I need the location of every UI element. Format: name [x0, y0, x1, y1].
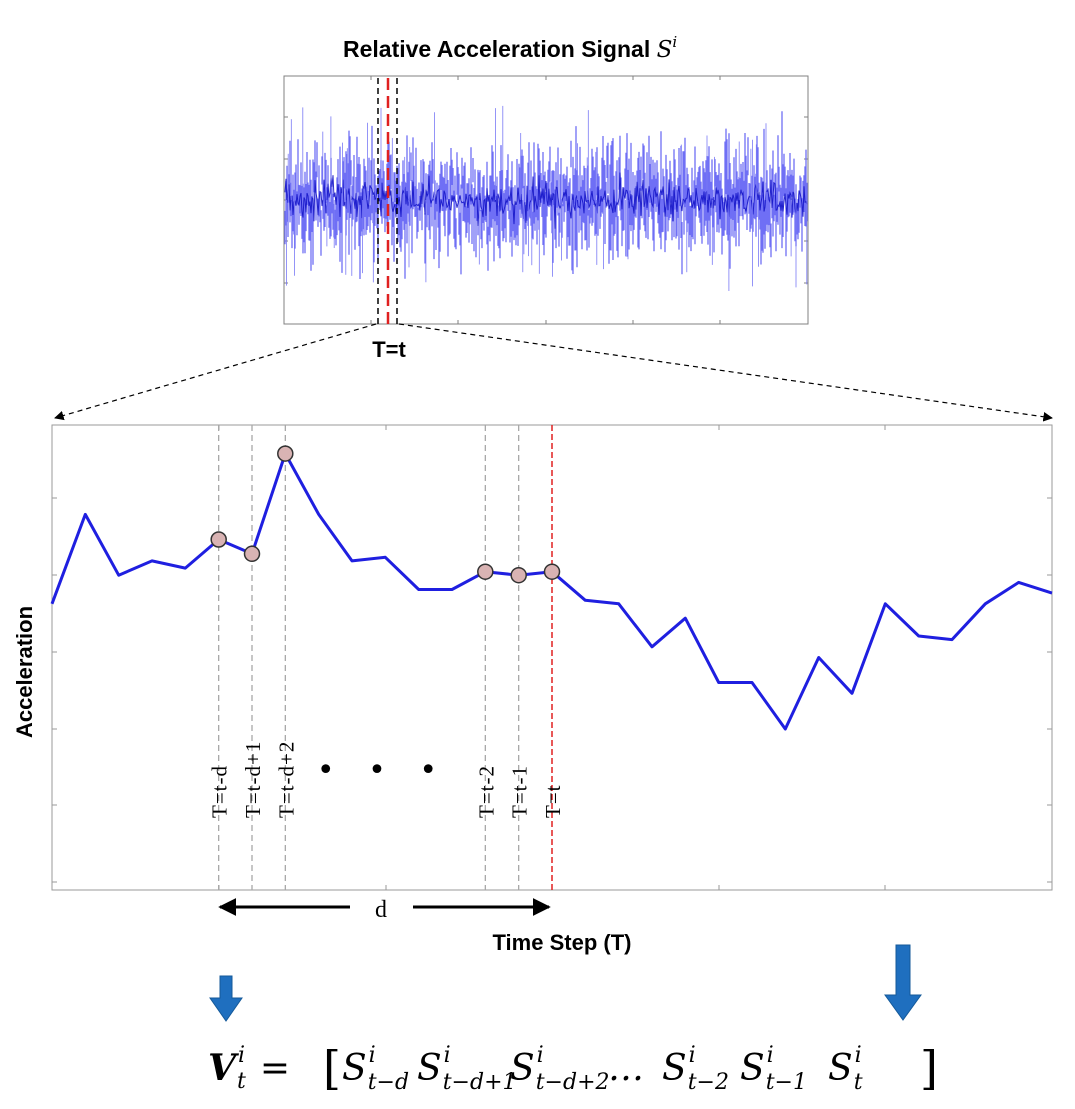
- noise-core: [284, 172, 808, 229]
- step-label-0: T=t-d: [208, 765, 232, 818]
- down-arrow-right: [884, 944, 922, 1021]
- formula-lhs: Vi t =: [208, 1043, 290, 1094]
- sample-marker-2: [277, 445, 294, 462]
- sample-marker-4: [510, 566, 527, 584]
- step-label-2: T=t-d+2: [274, 741, 298, 818]
- y-axis-label: Acceleration: [12, 606, 37, 738]
- formula-open-bracket: [: [323, 1041, 341, 1095]
- sample-marker-0: [210, 531, 227, 548]
- step-label-1: T=t-d+1: [241, 741, 265, 818]
- top-title: Relative Acceleration Signal Si: [343, 33, 677, 63]
- step-labels: T=t-d T=t-d+1 T=t-d+2 T=t-2 T=t-1 T=t: [208, 741, 565, 818]
- sample-markers: [210, 445, 561, 584]
- noise-signal: [284, 105, 808, 291]
- formula-term-6: Si t: [828, 1043, 863, 1095]
- sample-marker-5: [543, 563, 561, 580]
- step-label-4: T=t-1: [508, 765, 532, 818]
- formula-terms: Si t−d Si t−d+1Si t−d+2… Si t−2 Si t−1 Si t: [342, 1043, 863, 1095]
- sample-marker-3: [477, 563, 494, 580]
- window-length-label: d: [375, 897, 387, 923]
- step-label-5: T=t: [541, 784, 565, 818]
- formula: Vi t = [ Si t−d Si t−d+1Si t−d+2… Si t−2 Si t−1 Si t…: [208, 1041, 938, 1095]
- x-axis-label: Time Step (T): [493, 930, 632, 955]
- formula-term-3: …: [608, 1048, 644, 1089]
- top-plot-ticks: [283, 75, 809, 325]
- zoom-line-left: [54, 323, 377, 421]
- formula-close-bracket: ]: [920, 1041, 938, 1095]
- formula-term-1: Si t−d+1: [417, 1043, 517, 1095]
- zoom-line-right: [398, 323, 1053, 422]
- formula-term-5: Si t−1: [740, 1043, 807, 1095]
- ellipsis-dots: • • •: [317, 753, 449, 788]
- formula-term-4: Si t−2: [662, 1043, 729, 1095]
- step-guides: [218, 425, 553, 890]
- zoom-plot-frame: [51, 424, 1053, 891]
- window-label: T=t: [372, 337, 406, 362]
- formula-term-0: Si t−d: [342, 1043, 409, 1095]
- down-arrow-left: [209, 975, 243, 1022]
- sample-marker-1: [243, 545, 261, 563]
- formula-term-2: Si t−d+2: [510, 1043, 610, 1095]
- step-label-3: T=t-2: [474, 765, 498, 818]
